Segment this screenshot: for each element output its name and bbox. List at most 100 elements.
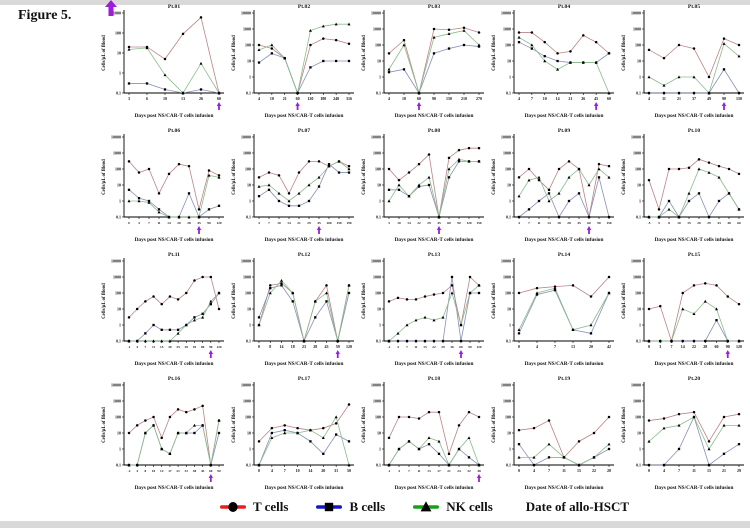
- svg-text:1: 1: [379, 447, 381, 452]
- svg-text:100: 100: [505, 43, 511, 48]
- svg-text:Cells/µL of Blood: Cells/µL of Blood: [492, 407, 497, 443]
- svg-text:20: 20: [177, 221, 181, 225]
- svg-text:0.1: 0.1: [246, 91, 251, 96]
- svg-text:1: 1: [249, 199, 251, 204]
- svg-text:45: 45: [594, 96, 598, 101]
- svg-text:100: 100: [245, 43, 251, 48]
- svg-text:21: 21: [176, 469, 180, 473]
- page-bottom-edge: [0, 521, 750, 528]
- svg-text:60: 60: [296, 96, 300, 101]
- svg-text:Cells/µL of Blood: Cells/µL of Blood: [362, 35, 367, 71]
- svg-text:100: 100: [245, 291, 251, 296]
- svg-text:7: 7: [554, 344, 556, 349]
- svg-text:1: 1: [639, 75, 641, 80]
- svg-text:29: 29: [737, 468, 741, 473]
- svg-text:10000: 10000: [371, 259, 381, 264]
- svg-text:1: 1: [639, 199, 641, 204]
- svg-text:0.1: 0.1: [376, 215, 381, 220]
- svg-text:32: 32: [467, 469, 471, 473]
- svg-text:1: 1: [639, 447, 641, 452]
- svg-text:29: 29: [185, 345, 189, 349]
- svg-text:10000: 10000: [501, 259, 511, 264]
- svg-text:100: 100: [115, 167, 121, 172]
- svg-text:21: 21: [447, 469, 451, 473]
- svg-text:7: 7: [528, 221, 530, 225]
- svg-text:4: 4: [663, 468, 665, 473]
- svg-text:100: 100: [375, 167, 381, 172]
- svg-text:Days post NS/CAR-T cells infus: Days post NS/CAR-T cells infusion: [525, 361, 604, 367]
- svg-text:120: 120: [216, 345, 221, 349]
- svg-text:Days post NS/CAR-T cells infus: Days post NS/CAR-T cells infusion: [135, 237, 214, 243]
- chart-pt-15: Pt.15 0.1 1 10 100 1000 10000 0 3 7 14 22 28 60 90 120 C…: [622, 252, 744, 367]
- svg-text:1: 1: [119, 323, 121, 328]
- svg-text:10: 10: [402, 96, 406, 101]
- svg-text:-5: -5: [648, 221, 651, 225]
- svg-text:26: 26: [581, 96, 585, 101]
- svg-text:0: 0: [258, 468, 260, 473]
- svg-text:Cells/µL of Blood: Cells/µL of Blood: [622, 407, 627, 443]
- svg-text:45: 45: [197, 221, 201, 225]
- svg-text:45: 45: [437, 221, 441, 225]
- svg-text:60: 60: [417, 96, 421, 101]
- svg-text:1000: 1000: [113, 275, 121, 280]
- svg-text:1: 1: [379, 199, 381, 204]
- svg-text:22: 22: [592, 468, 596, 473]
- figure-label: Figure 5.: [18, 8, 72, 23]
- svg-text:Days post NS/CAR-T cells infus: Days post NS/CAR-T cells infusion: [395, 113, 474, 119]
- svg-text:10: 10: [377, 307, 381, 312]
- legend-label-allo-hsct: Date of allo-HSCT: [525, 499, 630, 514]
- svg-text:150: 150: [476, 221, 481, 225]
- allo-hsct-arrow-icon: [335, 350, 340, 358]
- svg-text:1000: 1000: [373, 399, 381, 404]
- svg-text:29: 29: [307, 221, 311, 225]
- svg-text:24: 24: [457, 469, 461, 473]
- svg-text:10: 10: [637, 307, 641, 312]
- svg-text:4: 4: [258, 96, 260, 101]
- svg-text:3: 3: [388, 221, 390, 225]
- svg-text:10000: 10000: [631, 259, 641, 264]
- legend-item-allo-hsct: Date of allo-HSCT: [520, 499, 629, 515]
- svg-text:-1: -1: [388, 345, 391, 349]
- svg-text:Pt.12: Pt.12: [298, 252, 310, 258]
- svg-text:11: 11: [537, 221, 541, 225]
- svg-text:7: 7: [548, 468, 550, 473]
- svg-text:1: 1: [509, 447, 511, 452]
- svg-text:10: 10: [296, 468, 300, 473]
- svg-text:1000: 1000: [503, 27, 511, 32]
- svg-text:0.1: 0.1: [116, 215, 121, 220]
- svg-text:21: 21: [297, 221, 301, 225]
- svg-text:210: 210: [461, 96, 467, 101]
- svg-text:28: 28: [607, 468, 611, 473]
- svg-text:Days post NS/CAR-T cells infus: Days post NS/CAR-T cells infusion: [265, 237, 344, 243]
- svg-text:14: 14: [556, 96, 560, 101]
- svg-text:Days post NS/CAR-T cells infus: Days post NS/CAR-T cells infusion: [525, 113, 604, 119]
- allo-hsct-arrow-icon: [436, 226, 442, 234]
- svg-text:0.1: 0.1: [506, 339, 511, 344]
- svg-text:45: 45: [317, 221, 321, 225]
- svg-text:Cells/µL of Blood: Cells/µL of Blood: [622, 159, 627, 195]
- svg-text:90: 90: [457, 221, 461, 225]
- svg-text:22: 22: [432, 345, 436, 349]
- chart-pt-12: Pt.12 0.1 1 10 100 1000 10000 0 8 14 18 23 28 43 59 120…: [232, 252, 354, 367]
- svg-text:100: 100: [635, 167, 641, 172]
- svg-text:Days post NS/CAR-T cells infus: Days post NS/CAR-T cells infusion: [655, 237, 734, 243]
- svg-text:7: 7: [148, 221, 150, 225]
- svg-text:10000: 10000: [241, 135, 251, 140]
- svg-text:4: 4: [518, 96, 520, 101]
- svg-text:Pt.06: Pt.06: [168, 128, 180, 134]
- svg-text:1000: 1000: [243, 27, 251, 32]
- svg-text:60: 60: [217, 96, 221, 101]
- svg-text:31: 31: [185, 469, 189, 473]
- svg-text:1000: 1000: [113, 399, 121, 404]
- svg-text:5: 5: [658, 221, 660, 225]
- legend-item-t-cells: T cells: [219, 499, 288, 515]
- svg-text:120: 120: [736, 344, 742, 349]
- svg-text:Pt.16: Pt.16: [168, 376, 180, 382]
- chart-pt-11: Pt.11 0.1 1 10 100 1000 10000 -1 4 7 11 15 20 25 29 45 6…: [102, 252, 224, 367]
- svg-text:Pt.20: Pt.20: [688, 376, 700, 382]
- svg-text:1: 1: [509, 199, 511, 204]
- svg-text:10: 10: [163, 96, 167, 101]
- svg-text:1000: 1000: [113, 11, 121, 16]
- svg-text:Cells/µL of Blood: Cells/µL of Blood: [492, 283, 497, 319]
- svg-text:1: 1: [119, 71, 121, 76]
